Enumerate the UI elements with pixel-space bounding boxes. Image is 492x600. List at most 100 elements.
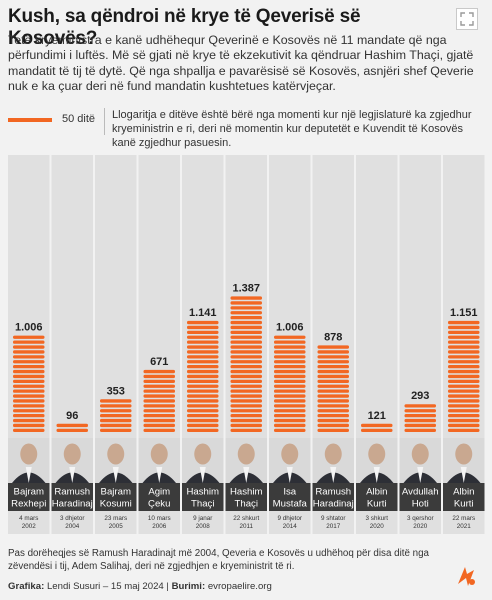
bar-segment	[230, 365, 262, 369]
name-band	[443, 483, 485, 511]
portrait-face	[411, 443, 429, 465]
name-band	[356, 483, 398, 511]
bar-segment	[187, 399, 219, 403]
bar-segment	[187, 384, 219, 388]
name-band	[269, 483, 311, 511]
bar-segment	[230, 335, 262, 339]
term-start-year: 2005	[109, 523, 124, 530]
bar	[187, 320, 219, 432]
portrait-face	[194, 443, 212, 465]
bar-segment	[143, 418, 175, 423]
term-start-year: 2020	[413, 523, 428, 530]
bar	[404, 404, 436, 432]
bar-segment	[317, 409, 349, 413]
pm-last-name: Haradinaj	[52, 499, 93, 510]
bar-segment	[100, 404, 132, 408]
bar-segment	[230, 418, 262, 423]
term-start-year: 2004	[65, 523, 80, 530]
bar-segment	[13, 365, 45, 369]
bar-segment	[448, 350, 480, 354]
bar-segment	[187, 374, 219, 379]
bar-segment	[404, 418, 436, 423]
bar-segment	[448, 369, 480, 374]
value-label: 1.006	[15, 322, 43, 334]
bar-segment	[274, 350, 306, 354]
expand-button[interactable]	[456, 8, 478, 30]
bar-segment	[317, 423, 349, 428]
bar-segment	[361, 423, 393, 428]
bar-segment	[448, 414, 480, 418]
term-start-day: 3 shkurt	[366, 515, 389, 522]
bar-segment	[274, 374, 306, 379]
bar-segment	[143, 414, 175, 418]
bar-segment	[448, 384, 480, 388]
bar-segment	[274, 379, 306, 383]
bar-segment	[230, 316, 262, 320]
name-band	[312, 483, 354, 511]
value-label: 121	[368, 410, 386, 422]
bar-segment	[13, 414, 45, 418]
term-start-year: 2021	[457, 523, 472, 530]
chart-title: Kush, sa qëndroi në krye të Qeverisë së …	[8, 6, 361, 49]
bar-segment	[274, 428, 306, 432]
legend-note: Llogaritja e ditëve është bërë nga momen…	[112, 109, 472, 149]
portrait-shirt	[460, 467, 467, 483]
portrait-shirt	[112, 467, 119, 483]
term-start-day: 10 mars	[148, 515, 171, 522]
bar-segment	[230, 345, 262, 349]
credit-source-label: Burimi:	[171, 581, 206, 592]
term-start-day: 9 dhjetor	[277, 515, 302, 522]
bar-segment	[13, 374, 45, 379]
bar-segment	[230, 355, 262, 359]
bar-segment	[317, 345, 349, 349]
bar-segment	[317, 389, 349, 393]
term-start-day: 22 shkurt	[233, 515, 259, 522]
bar-segment	[230, 306, 262, 310]
bar-segment	[13, 394, 45, 398]
name-band	[51, 483, 93, 511]
portrait-face	[455, 443, 473, 465]
portrait-shirt	[286, 467, 293, 483]
bar-segment	[317, 360, 349, 364]
bar-segment	[187, 394, 219, 398]
pm-last-name: Kurti	[367, 499, 387, 510]
bar-segment	[143, 369, 175, 374]
term-start-year: 2006	[152, 523, 167, 530]
bar-segment	[100, 418, 132, 423]
name-band	[182, 483, 224, 511]
value-label: 878	[324, 331, 342, 343]
bar-segment	[13, 409, 45, 413]
bar-segment	[230, 428, 262, 432]
bar-segment	[274, 414, 306, 418]
chart-subtitle: Tetë kryeministra e kanë udhëhequr Qever…	[8, 33, 474, 94]
portrait-shirt	[156, 467, 163, 483]
bar-segment	[187, 404, 219, 408]
value-label: 1.006	[276, 322, 304, 334]
bar-segment	[404, 428, 436, 432]
bar-segment	[448, 379, 480, 383]
bar-segment	[143, 428, 175, 432]
pm-last-name: Rexhepi	[11, 499, 46, 510]
bar-segment	[187, 340, 219, 344]
bar-segment	[230, 311, 262, 315]
term-start-day: 22 mars	[452, 515, 475, 522]
rfe-rl-logo-icon	[458, 567, 475, 586]
bar-segment	[187, 345, 219, 349]
bar-segment	[56, 428, 88, 432]
portrait-shirt	[199, 467, 206, 483]
bar-segment	[274, 369, 306, 374]
bar-segment	[187, 325, 219, 330]
bar	[230, 296, 262, 432]
bar-segment	[230, 325, 262, 330]
bar-segment	[143, 399, 175, 403]
portrait-face	[107, 443, 125, 465]
bar-segment	[448, 374, 480, 379]
bar-segment	[187, 428, 219, 432]
bar-segment	[143, 394, 175, 398]
pm-first-name: Bajram	[14, 487, 44, 498]
bar-segment	[143, 404, 175, 408]
bar-segment	[448, 404, 480, 408]
bar-segment	[230, 399, 262, 403]
term-start-year: 2011	[239, 523, 253, 530]
